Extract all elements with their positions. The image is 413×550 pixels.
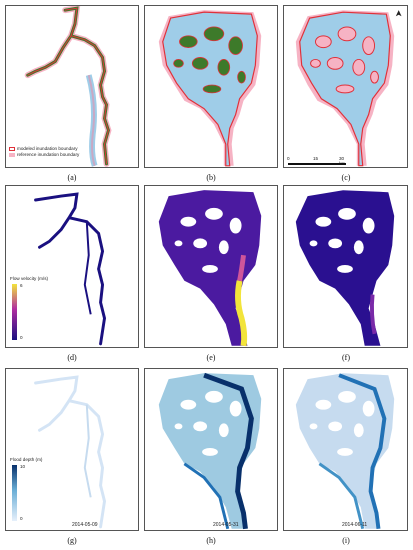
caption-c: (c) [341,173,351,182]
caption-a: (a) [67,173,77,182]
modeled-swatch [9,147,15,151]
scale-bar-graphic [288,163,346,165]
caption-f: (f) [342,353,350,362]
date-label-i: 2014-06-11 [342,522,368,528]
map-panel-g: Flood depth (m) 10 0 2014-05-09 [5,368,139,531]
velocity-colorbar [12,284,17,340]
date-label-g: 2014-05-09 [72,522,98,528]
caption-d: (d) [67,353,77,362]
depth-colorbar [12,465,17,521]
legend-reference-label: reference inundation boundary [17,152,80,157]
map-panel-h: 2014-05-31 [144,368,278,531]
caption-b: (b) [206,173,216,182]
depth-legend-max: 10 [20,464,26,469]
caption-e: (e) [206,353,216,362]
caption-g: (g) [67,536,77,545]
reference-swatch [9,153,15,157]
map-panel-c: ➤ 0 15 30 km [283,5,408,168]
date-label-h: 2014-05-31 [213,522,239,528]
velocity-legend-max: 6 [20,283,23,288]
map-panel-f [283,185,408,348]
caption-i: (i) [342,536,350,545]
depth-legend-title: Flood depth (m) [10,457,43,462]
scale-bar: 0 15 30 km [287,156,347,166]
map-panel-d: Flow velocity (m/s) 6 0 [5,185,139,348]
depth-legend-min: 0 [20,516,23,521]
velocity-legend-min: 0 [20,335,23,340]
velocity-legend-title: Flow velocity (m/s) [10,276,49,281]
scale-zero: 0 [287,156,290,161]
map-panel-i: 2014-06-11 [283,368,408,531]
depth-legend: Flood depth (m) 10 0 [10,457,70,527]
map-panel-a: modeled inundation boundary reference in… [5,5,139,168]
map-panel-b [144,5,278,168]
scale-mid: 15 [313,156,319,161]
north-arrow-icon: ➤ [393,9,404,18]
velocity-legend: Flow velocity (m/s) 6 0 [10,276,70,346]
inundation-legend: modeled inundation boundary reference in… [9,146,79,158]
caption-h: (h) [206,536,216,545]
legend-modeled-label: modeled inundation boundary [17,146,78,151]
map-panel-e [144,185,278,348]
